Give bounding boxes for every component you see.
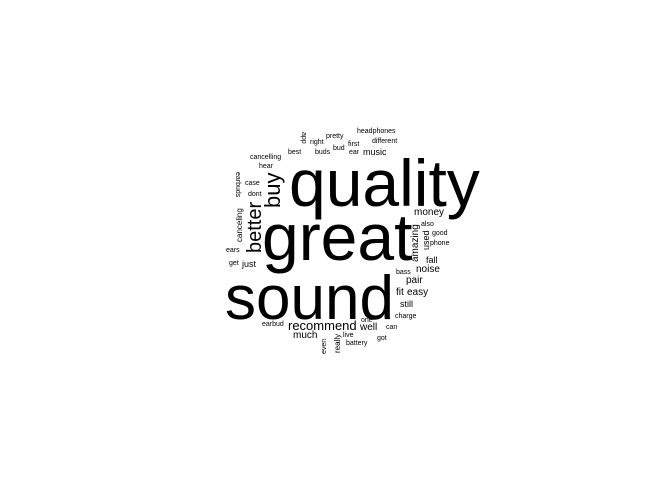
word-sound: sound bbox=[225, 264, 394, 333]
word-buds: buds bbox=[315, 149, 331, 156]
word-hear: hear bbox=[259, 163, 274, 170]
word-even: even bbox=[321, 338, 328, 354]
word-cancelling: cancelling bbox=[250, 154, 282, 161]
word-live: live bbox=[343, 332, 354, 339]
word-pretty: pretty bbox=[326, 133, 344, 140]
word-money: money bbox=[414, 207, 445, 218]
word-can: can bbox=[386, 324, 398, 331]
word-app: app bbox=[300, 132, 307, 144]
word-great: great bbox=[262, 200, 413, 274]
word-fit: fit bbox=[396, 287, 404, 298]
word-case: case bbox=[245, 180, 260, 187]
word-easy: easy bbox=[407, 287, 429, 298]
word-ear: ear bbox=[349, 149, 360, 156]
word-quality: quality bbox=[289, 146, 480, 220]
word-battery: battery bbox=[346, 340, 368, 347]
word-music: music bbox=[363, 147, 387, 157]
word-still: still bbox=[400, 299, 413, 309]
word-one: one bbox=[361, 317, 373, 324]
word-also: also bbox=[421, 221, 434, 228]
word-really: really bbox=[333, 333, 342, 353]
word-got: got bbox=[377, 335, 387, 342]
word-fall: fall bbox=[426, 255, 438, 265]
word-well: well bbox=[360, 322, 378, 333]
word-earbuds: earbuds bbox=[234, 172, 241, 198]
word-noise: noise bbox=[416, 264, 440, 275]
word-different: different bbox=[372, 138, 398, 145]
word-dont: dont bbox=[248, 191, 262, 198]
word-ears: ears bbox=[226, 247, 240, 254]
word-best: best bbox=[288, 149, 302, 156]
word-just: just bbox=[242, 259, 257, 269]
word-charge: charge bbox=[395, 313, 417, 320]
word-bud: bud bbox=[333, 145, 345, 152]
word-headphones: headphones bbox=[357, 128, 396, 135]
word-right: right bbox=[310, 139, 324, 146]
word-phone: phone bbox=[430, 240, 450, 247]
word-bass: bass bbox=[396, 269, 411, 276]
word-better: better bbox=[244, 201, 266, 253]
word-first: first bbox=[348, 141, 360, 148]
word-good: good bbox=[432, 230, 448, 237]
word-much: much bbox=[293, 330, 318, 341]
word-get: get bbox=[229, 260, 239, 267]
word-pair: pair bbox=[406, 275, 423, 286]
word-canceling: canceling bbox=[235, 208, 244, 242]
word-recommend: recommend bbox=[288, 318, 357, 333]
word-earbud: earbud bbox=[262, 321, 284, 328]
word-amazing: amazing bbox=[410, 224, 421, 262]
